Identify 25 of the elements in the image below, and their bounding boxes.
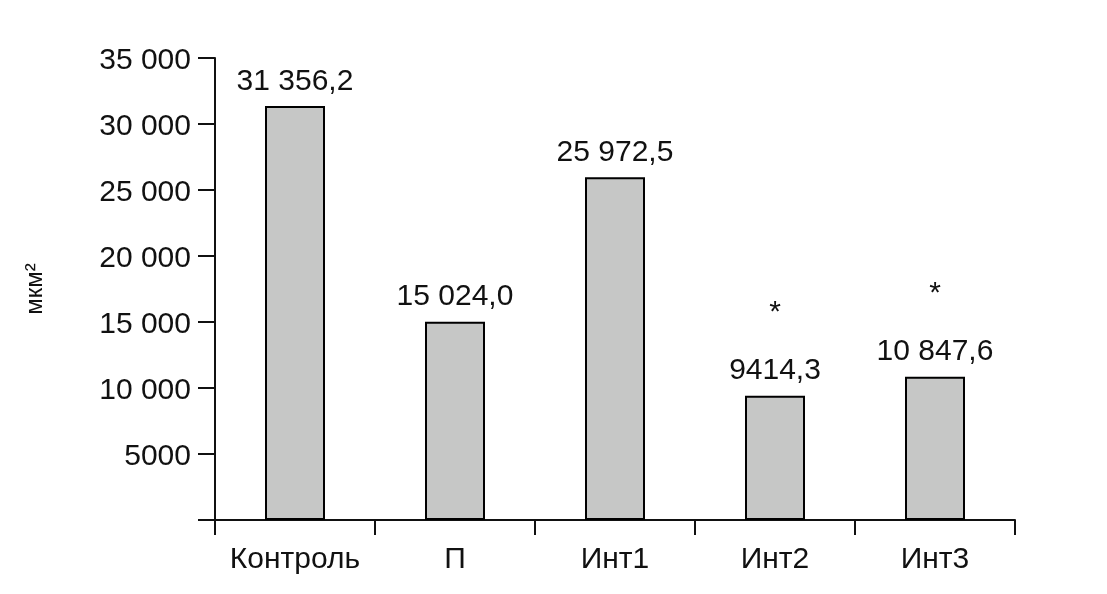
y-tick-label: 25 000 (99, 173, 191, 207)
annotation: * (929, 275, 942, 309)
y-tick-label: 35 000 (99, 41, 191, 75)
data-label: 25 972,5 (556, 133, 674, 167)
data-label: 10 847,6 (876, 333, 994, 367)
bar (585, 177, 645, 520)
y-tick-label: 10 000 (99, 371, 191, 405)
x-tick-label: Инт3 (900, 540, 970, 574)
y-tick-label: 20 000 (99, 239, 191, 273)
data-label: 9414,3 (729, 352, 821, 386)
x-tick-label: Контроль (229, 540, 361, 574)
y-tick-label: 30 000 (99, 107, 191, 141)
x-tick-label: Инт2 (740, 540, 810, 574)
x-tick-label: П (444, 540, 466, 574)
x-tick-label: Инт1 (580, 540, 650, 574)
y-tick-label: 15 000 (99, 305, 191, 339)
annotation: * (769, 294, 782, 328)
bar (745, 395, 805, 520)
y-axis-title: мкм² (19, 263, 47, 315)
bar (905, 376, 965, 520)
data-label: 31 356,2 (236, 62, 354, 96)
bar (425, 321, 485, 520)
y-tick-label: 5000 (124, 437, 191, 471)
data-label: 15 024,0 (396, 278, 514, 312)
bar (265, 106, 325, 520)
